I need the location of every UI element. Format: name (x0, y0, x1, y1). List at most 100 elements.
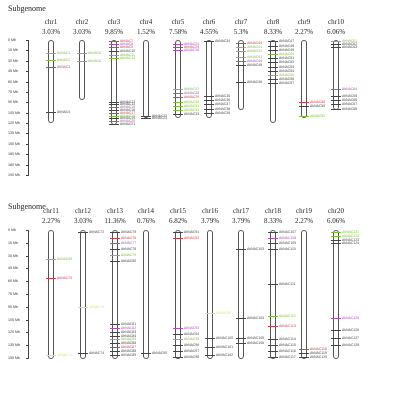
gene-marker (46, 59, 56, 61)
gene-marker (268, 350, 278, 352)
chromosome-bar (143, 40, 149, 119)
gene-marker (268, 54, 278, 55)
gene-marker (173, 110, 183, 111)
gene-marker (236, 42, 246, 44)
gene-label: AhNAC126 (342, 327, 359, 332)
scale-tick (26, 91, 29, 93)
gene-label: AhNAC110 (279, 247, 296, 252)
gene-marker (268, 41, 278, 43)
gene-label: AhNAC86 (121, 341, 137, 346)
gene-marker (110, 324, 120, 325)
gene-label: AhNAC125 (342, 316, 359, 321)
gene-label: AhNAC3 (57, 64, 71, 69)
gene-marker (110, 350, 120, 352)
gene-marker (109, 112, 119, 114)
gene-marker (78, 352, 88, 354)
gene-marker (331, 243, 341, 245)
gene-label: AhNAC53 (279, 64, 295, 69)
gene-label: AhNAC33 (184, 112, 200, 117)
scale-label: 60 Mb (8, 279, 18, 284)
gene-marker (173, 231, 183, 233)
gene-marker (109, 47, 119, 48)
gene-label: AhNAC89 (121, 352, 137, 357)
scale-label: 0 Mb (8, 38, 16, 42)
gene-marker (173, 49, 183, 51)
chromosome-name: chr18 (265, 207, 281, 215)
gene-label: AhNAC55 (279, 73, 295, 77)
gene-marker (173, 237, 183, 239)
gene-label: AhNAC127 (342, 335, 359, 340)
gene-marker (141, 117, 151, 119)
gene-label: AhNAC122 (342, 233, 359, 238)
gene-marker (110, 335, 120, 337)
scale-tick (26, 164, 29, 166)
gene-marker (299, 349, 309, 350)
gene-label: AhNAC64 (342, 87, 358, 91)
gene-marker (331, 318, 341, 320)
scale-label: 120 Mb (8, 330, 20, 335)
scale-label: 150 Mb (8, 356, 20, 360)
gene-label: AhNAC94 (184, 331, 200, 336)
gene-marker (331, 47, 341, 48)
gene-label: AhNAC45 (247, 63, 263, 68)
gene-label: AhNAC124 (342, 241, 359, 246)
gene-label: AhNAC101 (216, 345, 233, 350)
gene-label: AhNAC24 (184, 42, 200, 47)
scale-label: 105 Mb (8, 317, 20, 322)
gene-label: AhNAC8 (120, 42, 134, 47)
gene-label: AhNAC44 (247, 59, 263, 63)
scale-bar-0 (28, 40, 29, 175)
chromosome-name: chr7 (234, 18, 248, 26)
gene-label: AhNAC121 (342, 229, 359, 234)
gene-marker (268, 243, 278, 245)
gene-marker (299, 101, 309, 103)
gene-marker (236, 65, 246, 66)
gene-label: AhNAC31 (184, 103, 200, 108)
gene-marker (236, 51, 246, 52)
gene-marker (331, 44, 341, 45)
scale-tick (26, 81, 29, 83)
gene-label: AhNAC10 (120, 49, 136, 54)
gene-marker (268, 75, 278, 76)
gene-label: AhNAC32 (184, 108, 200, 112)
gene-label: AhNAC21 (120, 122, 136, 126)
chromosome-name: chr13 (107, 207, 123, 215)
gene-marker (205, 347, 215, 348)
gene-label: AhNAC50 (279, 52, 295, 56)
gene-label: AhNAC67 (342, 102, 358, 107)
gene-marker (173, 97, 183, 99)
gene-label: AhNAC90 (152, 350, 168, 355)
scale-tick (26, 154, 29, 155)
gene-marker (331, 345, 341, 346)
chromosome-bar (301, 230, 307, 359)
gene-marker (110, 331, 120, 333)
chromosome-bar (270, 40, 276, 123)
gene-marker (268, 83, 278, 85)
gene-marker (236, 343, 246, 345)
scale-tick (26, 294, 29, 295)
gene-label: AhNAC108 (279, 235, 296, 240)
gene-marker (268, 62, 278, 64)
gene-label: AhNAC92 (184, 235, 200, 240)
gene-marker (268, 249, 278, 250)
scale-label: 60 Mb (8, 79, 18, 84)
scale-tick (26, 60, 29, 62)
gene-label: AhNAC16 (120, 108, 136, 112)
gene-label: AhNAC22 (152, 113, 168, 118)
gene-marker (331, 239, 341, 241)
gene-label: AhNAC119 (310, 350, 327, 355)
chromosome-name: chr19 (296, 207, 312, 215)
gene-marker (78, 231, 88, 233)
gene-label: AhNAC80 (121, 258, 137, 263)
gene-marker (331, 231, 341, 233)
gene-marker (141, 352, 151, 354)
scale-label: 105 Mb (8, 110, 20, 115)
gene-label: AhNAC14 (120, 102, 136, 107)
gene-marker (173, 339, 183, 341)
panel-a-heading: Subgenome (8, 4, 46, 13)
chromosome-percent: 3.03% (73, 217, 93, 225)
scale-tick (26, 123, 29, 124)
chromosome-name: chr1 (44, 18, 58, 26)
gene-marker (268, 49, 278, 51)
